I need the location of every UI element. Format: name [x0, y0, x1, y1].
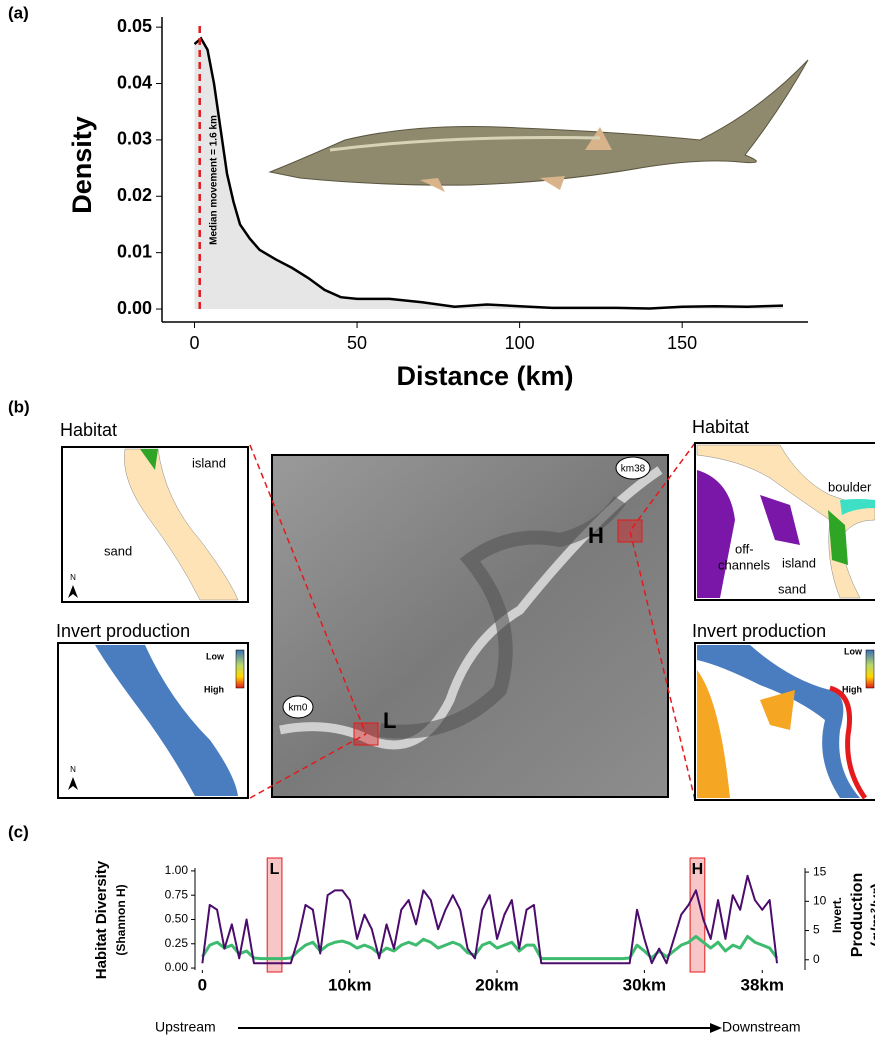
map-label: off- — [735, 541, 754, 556]
y2-tick-label: 5 — [813, 923, 820, 937]
legend-label: Low — [206, 651, 225, 661]
y-tick-label: 1.00 — [165, 863, 189, 877]
y2-tick-label: 0 — [813, 952, 820, 966]
map-label: sand — [778, 581, 806, 596]
y-tick-label: 0.50 — [165, 912, 189, 926]
highlight-label: H — [692, 861, 704, 878]
fish-illustration — [268, 59, 809, 192]
x-axis-label: Distance (km) — [396, 361, 573, 391]
y-tick-label: 0.02 — [117, 185, 152, 205]
highlight-box — [689, 857, 706, 973]
y-axis-label: (Shannon H) — [114, 884, 128, 955]
y2-axis-label: Invert. — [830, 897, 844, 933]
density-area — [194, 38, 783, 310]
x-tick-label: 50 — [347, 333, 367, 353]
series-line — [201, 934, 779, 961]
flow-arrowhead — [710, 1023, 722, 1033]
map-label: boulder — [828, 479, 872, 494]
map-label: km38 — [621, 464, 646, 475]
panel-label: (c) — [8, 822, 29, 841]
map-label: L — [383, 708, 396, 733]
inset-title: Habitat — [60, 420, 117, 440]
map-label: sand — [104, 543, 132, 558]
y-tick-label: 0.25 — [165, 936, 189, 950]
inset-title: Habitat — [692, 417, 749, 437]
series-line — [201, 874, 778, 965]
map-label: H — [588, 523, 604, 548]
map-label: island — [192, 455, 226, 470]
y-tick-label: 0.01 — [117, 241, 152, 261]
map-label: channels — [718, 557, 771, 572]
panel-label: (b) — [8, 397, 30, 416]
highlight-label: L — [270, 861, 280, 878]
x-tick-label: 38km — [741, 975, 784, 994]
x-tick-label: 20km — [475, 975, 518, 994]
x-tick-label: 150 — [667, 333, 697, 353]
x-tick-label: 0 — [198, 975, 207, 994]
map-labels: Habitat Invert production Habitat Invert… — [56, 417, 872, 774]
x-tick-label: 0 — [190, 333, 200, 353]
map-label: km0 — [289, 703, 308, 714]
y-axis-label: Density — [67, 116, 97, 214]
median-annotation: Median movement = 1.6 km — [208, 115, 219, 245]
downstream-label: Downstream — [722, 1019, 801, 1035]
y2-axis-label: (g/m²/yr) — [869, 883, 875, 947]
north-label: N — [70, 573, 76, 582]
y-axis-label: Habitat Diversity — [93, 860, 110, 979]
x-tick-label: 30km — [623, 975, 666, 994]
inset-title: Invert production — [56, 621, 190, 641]
x-tick-label: 100 — [505, 333, 535, 353]
highlight-box — [266, 857, 283, 973]
y-tick-label: 0.04 — [117, 72, 152, 92]
density-line — [193, 36, 784, 310]
map — [57, 442, 875, 801]
y-tick-label: 0.75 — [165, 887, 189, 901]
y2-axis-label: Production — [849, 873, 866, 957]
y-tick-label: 0.05 — [117, 16, 152, 36]
north-label: N — [70, 765, 76, 774]
y2-tick-label: 10 — [813, 893, 827, 907]
upstream-label: Upstream — [155, 1019, 216, 1035]
y-tick-label: 0.03 — [117, 129, 152, 149]
y2-tick-label: 15 — [813, 864, 827, 878]
legend-label: High — [842, 684, 862, 694]
panel-label: (a) — [8, 3, 29, 22]
y-tick-label: 0.00 — [117, 298, 152, 318]
x-tick-label: 10km — [328, 975, 371, 994]
legend-label: High — [204, 684, 224, 694]
map-label: island — [782, 555, 816, 570]
y-tick-label: 0.00 — [165, 960, 189, 974]
legend-label: Low — [844, 646, 863, 656]
inset-title: Invert production — [692, 621, 826, 641]
